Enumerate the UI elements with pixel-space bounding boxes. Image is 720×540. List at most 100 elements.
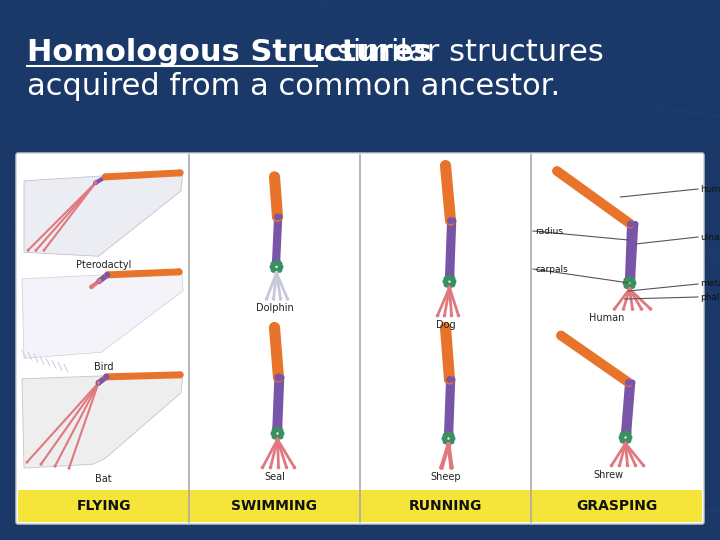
Circle shape [275, 272, 278, 274]
Circle shape [445, 375, 454, 384]
Circle shape [269, 467, 271, 469]
Circle shape [446, 432, 451, 437]
Circle shape [613, 308, 616, 310]
Circle shape [447, 284, 451, 288]
Circle shape [26, 461, 28, 463]
Circle shape [626, 432, 631, 437]
Circle shape [275, 272, 278, 274]
Circle shape [624, 442, 626, 444]
Circle shape [622, 430, 627, 435]
Circle shape [94, 182, 96, 184]
Circle shape [642, 464, 644, 467]
Text: Bird: Bird [94, 362, 113, 372]
Circle shape [629, 288, 631, 290]
Circle shape [176, 269, 181, 275]
Text: Bat: Bat [95, 474, 112, 484]
Circle shape [278, 265, 283, 269]
Circle shape [457, 314, 459, 316]
Circle shape [266, 298, 268, 300]
Circle shape [449, 273, 454, 278]
Circle shape [40, 463, 42, 465]
Circle shape [624, 439, 628, 444]
Circle shape [451, 314, 453, 316]
Circle shape [624, 442, 626, 444]
Text: FLYING: FLYING [76, 499, 131, 513]
Circle shape [444, 276, 449, 281]
Circle shape [94, 182, 96, 184]
Circle shape [275, 435, 280, 440]
Circle shape [449, 287, 451, 289]
Circle shape [271, 268, 276, 272]
Circle shape [54, 465, 56, 467]
Text: acquired from a common ancestor.: acquired from a common ancestor. [27, 72, 560, 101]
Circle shape [277, 261, 282, 266]
Circle shape [272, 428, 276, 433]
Bar [18, 490, 702, 522]
Circle shape [94, 182, 96, 184]
Circle shape [275, 272, 278, 274]
Circle shape [449, 287, 451, 289]
Circle shape [620, 432, 625, 437]
Circle shape [43, 249, 45, 251]
Circle shape [624, 281, 628, 285]
Circle shape [273, 258, 278, 264]
Text: phalanges: phalanges [700, 293, 720, 301]
Circle shape [627, 435, 631, 440]
Circle shape [450, 282, 455, 287]
Circle shape [272, 434, 276, 438]
Circle shape [626, 220, 634, 228]
Circle shape [629, 288, 631, 290]
Circle shape [450, 276, 455, 281]
Circle shape [94, 181, 97, 185]
Circle shape [279, 431, 284, 436]
Circle shape [278, 428, 283, 433]
Circle shape [624, 278, 629, 282]
Circle shape [451, 218, 456, 223]
Circle shape [634, 222, 638, 226]
Circle shape [275, 374, 282, 381]
Circle shape [649, 308, 652, 310]
Circle shape [629, 288, 631, 290]
Circle shape [444, 282, 449, 287]
Circle shape [640, 308, 643, 310]
Circle shape [270, 265, 275, 269]
Circle shape [631, 308, 634, 310]
Circle shape [448, 218, 454, 224]
Text: radius: radius [535, 226, 563, 235]
Polygon shape [24, 171, 183, 256]
Circle shape [276, 438, 279, 441]
Circle shape [624, 442, 626, 444]
Circle shape [35, 249, 37, 251]
Circle shape [630, 278, 635, 282]
Circle shape [447, 443, 450, 446]
Circle shape [628, 221, 634, 227]
Circle shape [630, 275, 635, 279]
Circle shape [442, 436, 446, 441]
Circle shape [445, 430, 450, 435]
Circle shape [273, 424, 280, 431]
Text: RUNNING: RUNNING [409, 499, 482, 513]
Circle shape [624, 442, 626, 444]
Circle shape [446, 216, 455, 225]
Circle shape [276, 438, 279, 441]
Circle shape [450, 377, 455, 382]
Circle shape [287, 298, 289, 300]
Circle shape [444, 279, 448, 284]
Circle shape [450, 436, 455, 441]
Circle shape [270, 323, 279, 332]
Text: Pterodactyl: Pterodactyl [76, 260, 131, 271]
Circle shape [177, 372, 183, 377]
Circle shape [440, 466, 443, 469]
Text: : similar structures: : similar structures [318, 38, 604, 67]
Text: Seal: Seal [264, 471, 285, 482]
Text: metacarpals: metacarpals [700, 280, 720, 288]
Circle shape [446, 273, 451, 278]
Circle shape [276, 438, 279, 441]
Circle shape [627, 285, 631, 289]
Circle shape [622, 308, 625, 310]
Text: Dolphin: Dolphin [256, 303, 293, 313]
Circle shape [277, 426, 282, 430]
Circle shape [103, 174, 108, 180]
Circle shape [104, 375, 109, 379]
Circle shape [271, 261, 276, 266]
